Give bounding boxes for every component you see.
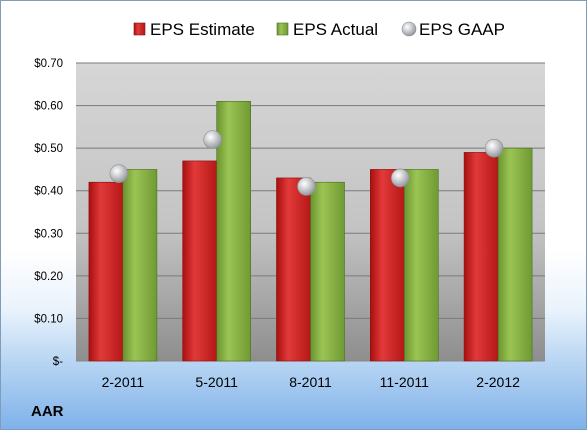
y-tick-label: $0.40 [34,186,63,198]
bar-eps-actual [122,169,158,362]
legend-label: EPS GAAP [419,20,505,39]
bar-eps-actual [310,181,345,362]
x-category-label: 8-2011 [289,374,332,390]
legend-swatch [401,21,417,37]
point-eps-gaap [390,168,410,188]
x-axis: 2-2011 5-2011 8-2011 11-2011 2-2012 [102,374,520,390]
y-tick-label: $0.20 [34,271,63,283]
x-category-label: 2-2011 [102,374,145,390]
legend: EPS Estimate EPS Actual EPS GAAP [133,20,505,39]
bar-eps-estimate [463,152,499,362]
legend-label: EPS Estimate [150,20,255,39]
bar-eps-actual [216,101,251,362]
y-tick-label: $0.60 [34,101,63,113]
y-tick-label: $- [53,356,63,368]
bar-eps-estimate [276,177,311,362]
bar-eps-estimate [182,160,217,362]
company-label: AAR [31,403,64,420]
point-eps-gaap [203,130,222,149]
bar-eps-estimate [369,169,405,362]
legend-label: EPS Actual [293,20,378,39]
bar-eps-actual [403,169,439,362]
legend-swatch [276,22,289,36]
y-tick-label: $0.30 [34,228,63,240]
y-tick-label: $0.50 [34,143,63,155]
point-eps-gaap [109,164,129,183]
bar-eps-actual [497,147,533,362]
point-eps-gaap [484,138,504,158]
x-category-label: 5-2011 [195,374,238,390]
y-tick-label: $0.10 [34,313,63,325]
x-category-label: 2-2012 [476,374,520,390]
bars [88,101,533,362]
gaap-points [109,130,504,196]
bar-eps-estimate [88,181,124,362]
y-axis: $- $0.10 $0.20 $0.30 $0.40 $0.50 $0.60 $0.70 [34,58,63,368]
y-tick-label: $0.70 [34,58,63,70]
legend-swatch [133,22,146,36]
point-eps-gaap [297,177,316,196]
x-category-label: 11-2011 [380,374,430,390]
